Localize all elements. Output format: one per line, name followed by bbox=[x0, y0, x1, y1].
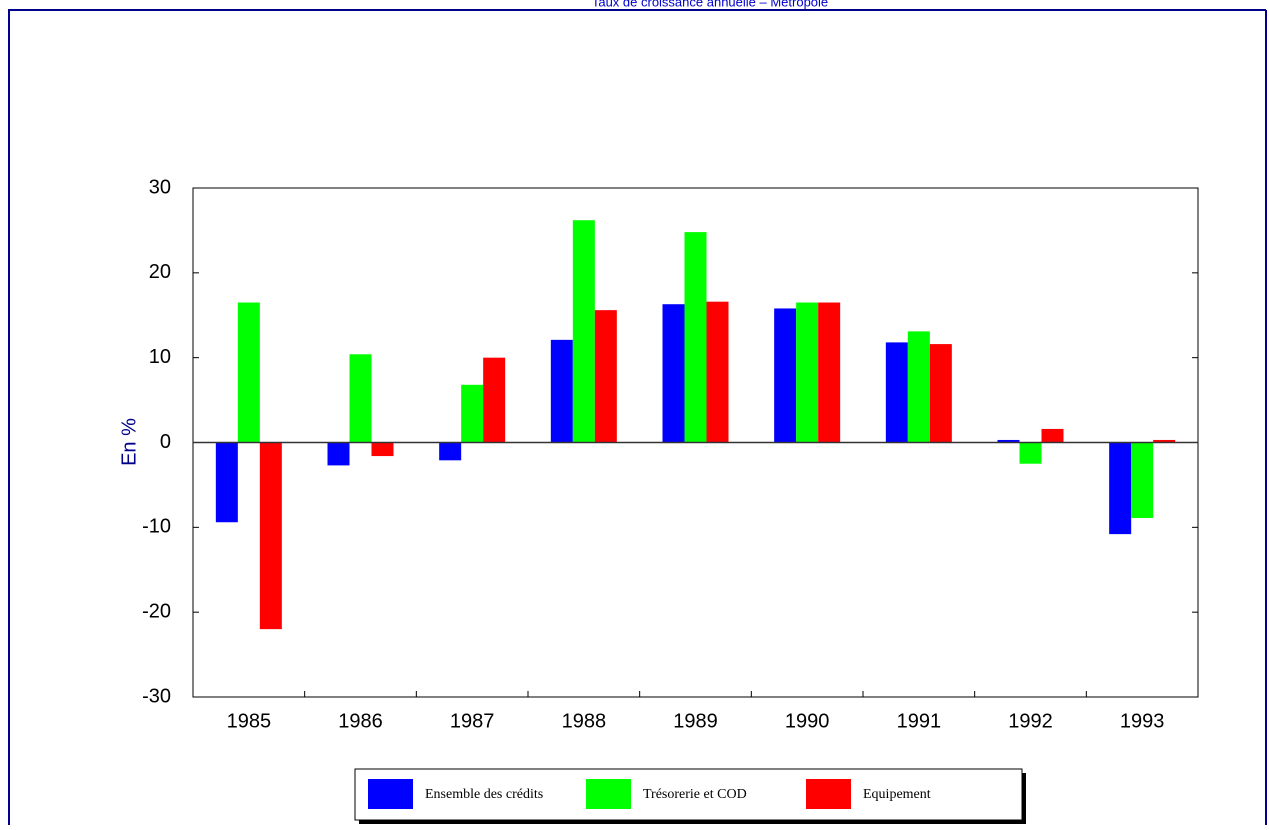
x-tick-label: 1986 bbox=[338, 710, 383, 732]
y-tick-label: 0 bbox=[160, 431, 171, 453]
legend-label: Equipement bbox=[863, 787, 931, 802]
x-tick-label: 1988 bbox=[562, 710, 607, 732]
bar bbox=[1153, 439, 1176, 443]
bar bbox=[572, 220, 595, 443]
bar bbox=[1131, 442, 1154, 519]
bar bbox=[818, 302, 841, 443]
y-tick-label: 20 bbox=[149, 261, 171, 283]
bar bbox=[929, 344, 952, 443]
bar bbox=[662, 304, 685, 443]
y-tick-label: 30 bbox=[149, 176, 171, 198]
legend-box bbox=[354, 768, 1023, 821]
x-tick-label: 1991 bbox=[897, 710, 942, 732]
y-tick-label: -30 bbox=[142, 685, 171, 707]
bar bbox=[1019, 442, 1042, 464]
x-tick-label: 1990 bbox=[785, 710, 830, 732]
bar bbox=[997, 439, 1020, 443]
y-tick-label: 10 bbox=[149, 346, 171, 368]
bar bbox=[1041, 428, 1064, 443]
bar bbox=[684, 232, 707, 443]
bar bbox=[706, 301, 729, 443]
x-tick-label: 1985 bbox=[227, 710, 272, 732]
legend-label: Ensemble des crédits bbox=[425, 787, 543, 802]
x-tick-label: 1992 bbox=[1008, 710, 1053, 732]
bar bbox=[439, 442, 462, 461]
bar bbox=[237, 302, 260, 443]
bar bbox=[907, 331, 930, 443]
legend-label: Trésorerie et COD bbox=[643, 787, 747, 802]
x-tick-label: 1993 bbox=[1120, 710, 1165, 732]
y-tick-label: -10 bbox=[142, 516, 171, 538]
bar bbox=[1109, 442, 1132, 535]
bar bbox=[215, 442, 238, 523]
x-tick-label: 1989 bbox=[673, 710, 718, 732]
legend-swatch bbox=[806, 779, 851, 809]
bar bbox=[327, 442, 350, 466]
bar bbox=[774, 308, 797, 443]
bar bbox=[371, 442, 394, 457]
bar bbox=[594, 310, 617, 443]
y-tick-label: -20 bbox=[142, 600, 171, 622]
bar bbox=[796, 302, 819, 443]
bar bbox=[259, 442, 282, 630]
bar bbox=[461, 384, 484, 443]
bar bbox=[483, 357, 506, 443]
bar bbox=[550, 339, 573, 443]
chart-title: Taux de croissance annuelle – Métropole bbox=[592, 0, 828, 9]
y-axis-label: En % bbox=[118, 418, 140, 466]
x-tick-label: 1987 bbox=[450, 710, 495, 732]
bar bbox=[885, 342, 908, 443]
legend-swatch bbox=[368, 779, 413, 809]
bar bbox=[349, 354, 372, 443]
legend-swatch bbox=[586, 779, 631, 809]
